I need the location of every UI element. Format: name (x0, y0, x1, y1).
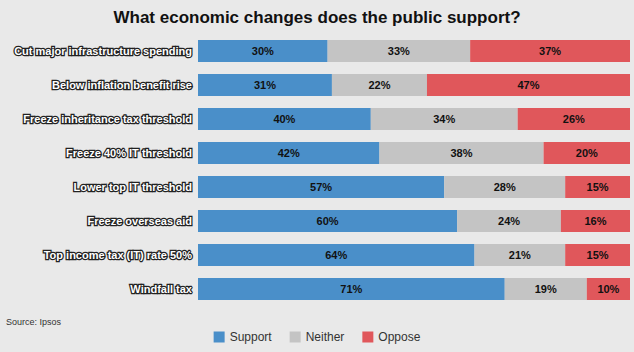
svg-text:Freeze 40% IT threshold: Freeze 40% IT threshold (66, 147, 192, 159)
svg-text:Freeze inheritance tax thresho: Freeze inheritance tax threshold (23, 113, 192, 125)
svg-text:What economic changes does the: What economic changes does the public su… (113, 8, 520, 27)
svg-text:Freeze overseas aid: Freeze overseas aid (87, 215, 192, 227)
svg-text:37%: 37% (539, 45, 561, 57)
svg-text:71%: 71% (340, 283, 362, 295)
svg-text:60%: 60% (317, 215, 339, 227)
svg-text:Windfall tax: Windfall tax (130, 283, 193, 295)
svg-text:15%: 15% (587, 181, 609, 193)
svg-text:26%: 26% (563, 113, 585, 125)
svg-text:Oppose: Oppose (378, 330, 420, 344)
svg-text:16%: 16% (584, 215, 606, 227)
svg-text:42%: 42% (278, 147, 300, 159)
svg-text:34%: 34% (433, 113, 455, 125)
svg-text:Cut major infrastructure spend: Cut major infrastructure spending (14, 45, 192, 57)
svg-text:21%: 21% (509, 249, 531, 261)
svg-text:38%: 38% (451, 147, 473, 159)
svg-text:Neither: Neither (306, 330, 345, 344)
svg-text:24%: 24% (498, 215, 520, 227)
svg-text:19%: 19% (535, 283, 557, 295)
svg-text:40%: 40% (273, 113, 295, 125)
svg-text:20%: 20% (576, 147, 598, 159)
svg-text:Top income tax (IT) rate 50%: Top income tax (IT) rate 50% (44, 249, 193, 261)
svg-text:30%: 30% (252, 45, 274, 57)
svg-text:Support: Support (230, 330, 273, 344)
svg-text:33%: 33% (388, 45, 410, 57)
svg-text:31%: 31% (254, 79, 276, 91)
svg-text:Source: Ipsos: Source: Ipsos (6, 317, 62, 327)
svg-text:Lower top IT threshold: Lower top IT threshold (73, 181, 192, 193)
svg-text:47%: 47% (517, 79, 539, 91)
svg-text:15%: 15% (587, 249, 609, 261)
svg-text:64%: 64% (325, 249, 347, 261)
svg-text:Below inflation benefit rise: Below inflation benefit rise (52, 79, 192, 91)
svg-text:28%: 28% (494, 181, 516, 193)
svg-text:57%: 57% (310, 181, 332, 193)
svg-text:22%: 22% (368, 79, 390, 91)
svg-text:10%: 10% (597, 283, 619, 295)
